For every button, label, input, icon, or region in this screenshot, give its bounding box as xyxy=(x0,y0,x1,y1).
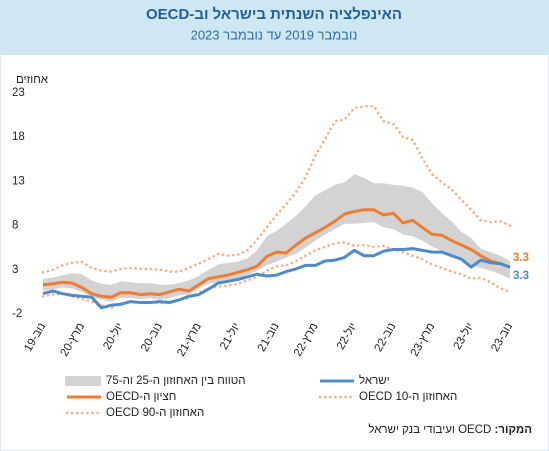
end-value-label: 3.3 xyxy=(513,270,529,282)
end-value-label: 3.3 xyxy=(513,252,529,264)
y-tick-label: -2 xyxy=(12,308,22,320)
legend-label: הטווח בין האחוזון ה-25 וה-75 xyxy=(106,375,246,387)
band-area xyxy=(43,174,510,302)
y-tick-label: 18 xyxy=(12,131,25,143)
legend-label: ישראל xyxy=(359,374,390,387)
source-text: OECD ועיבודי בנק ישראל xyxy=(368,423,491,436)
y-tick-label: 23 xyxy=(12,87,25,99)
chart-title: האינפלציה השנתית בישראל וב-OECD xyxy=(146,6,402,23)
series-line xyxy=(42,208,511,299)
series-line xyxy=(41,105,512,274)
source-label: המקור: xyxy=(495,424,532,436)
y-tick-label: 8 xyxy=(12,220,18,232)
legend-label: האחוזון ה-90 OECD xyxy=(106,407,204,419)
legend-swatch xyxy=(65,376,101,386)
legend-label: האחוזון ה-10 OECD xyxy=(359,391,457,403)
y-tick-label: 13 xyxy=(12,175,25,187)
y-tick-label: 3 xyxy=(12,264,18,276)
source: המקור: OECD ועיבודי בנק ישראל xyxy=(368,423,532,436)
series-line xyxy=(42,247,511,310)
chart-subtitle: נובמבר 2019 עד נובמבר 2023 xyxy=(191,27,358,42)
y-axis-label: אחוזים xyxy=(16,74,49,86)
header xyxy=(0,0,549,55)
legend-label: חציון ה-OECD xyxy=(106,391,176,403)
